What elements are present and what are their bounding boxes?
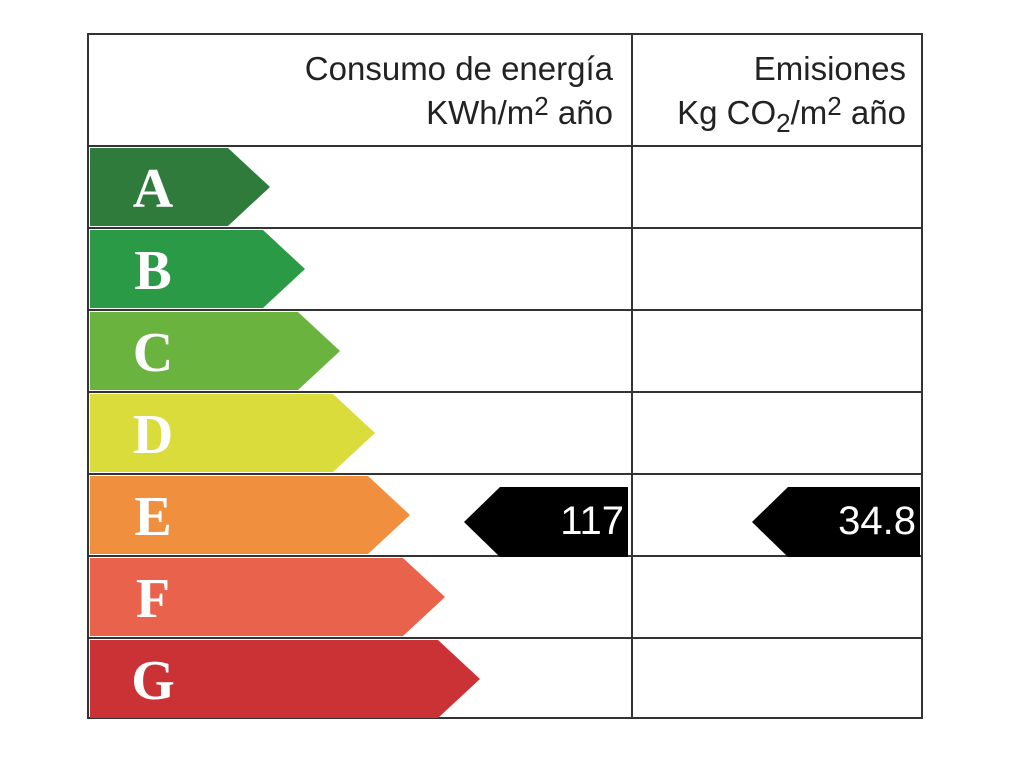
emissions-unit: Kg CO2/m2 año: [677, 91, 906, 138]
rating-letter: D: [133, 404, 173, 466]
emissions-indicator: [752, 487, 920, 557]
rating-letter: A: [133, 158, 174, 220]
rating-letter: G: [131, 650, 175, 712]
rating-arrow: [90, 476, 410, 554]
rating-letter: E: [134, 486, 171, 548]
consumption-value: 117: [560, 499, 624, 543]
rating-letter: B: [134, 240, 171, 302]
rating-arrow: [90, 230, 305, 308]
table-border: [87, 33, 923, 719]
rating-arrow: [90, 312, 340, 390]
emissions-value: 34.8: [838, 499, 916, 543]
rating-arrow: [90, 394, 375, 472]
unit-part: año: [549, 94, 613, 131]
consumption-title: Consumo de energía: [305, 50, 614, 87]
unit-part: Kg CO: [677, 94, 776, 131]
rating-arrow: [90, 558, 445, 636]
consumption-indicator: [464, 487, 628, 557]
unit-part: KWh/m: [426, 94, 534, 131]
unit-sub: 2: [776, 108, 790, 138]
unit-part: /m: [791, 94, 828, 131]
rating-letter: C: [133, 322, 173, 384]
consumption-unit: KWh/m2 año: [426, 91, 613, 131]
table-grid: [87, 33, 923, 719]
rating-arrow: [90, 148, 270, 226]
rating-letter: F: [136, 568, 170, 630]
unit-sup: 2: [827, 91, 841, 121]
unit-sup: 2: [534, 91, 548, 121]
unit-part: año: [842, 94, 906, 131]
rating-arrow: [90, 640, 480, 718]
emissions-title: Emisiones: [754, 50, 906, 87]
